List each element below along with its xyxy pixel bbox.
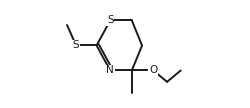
- Text: N: N: [106, 65, 114, 75]
- Text: O: O: [149, 65, 158, 75]
- Text: S: S: [73, 40, 80, 50]
- Text: S: S: [107, 15, 114, 25]
